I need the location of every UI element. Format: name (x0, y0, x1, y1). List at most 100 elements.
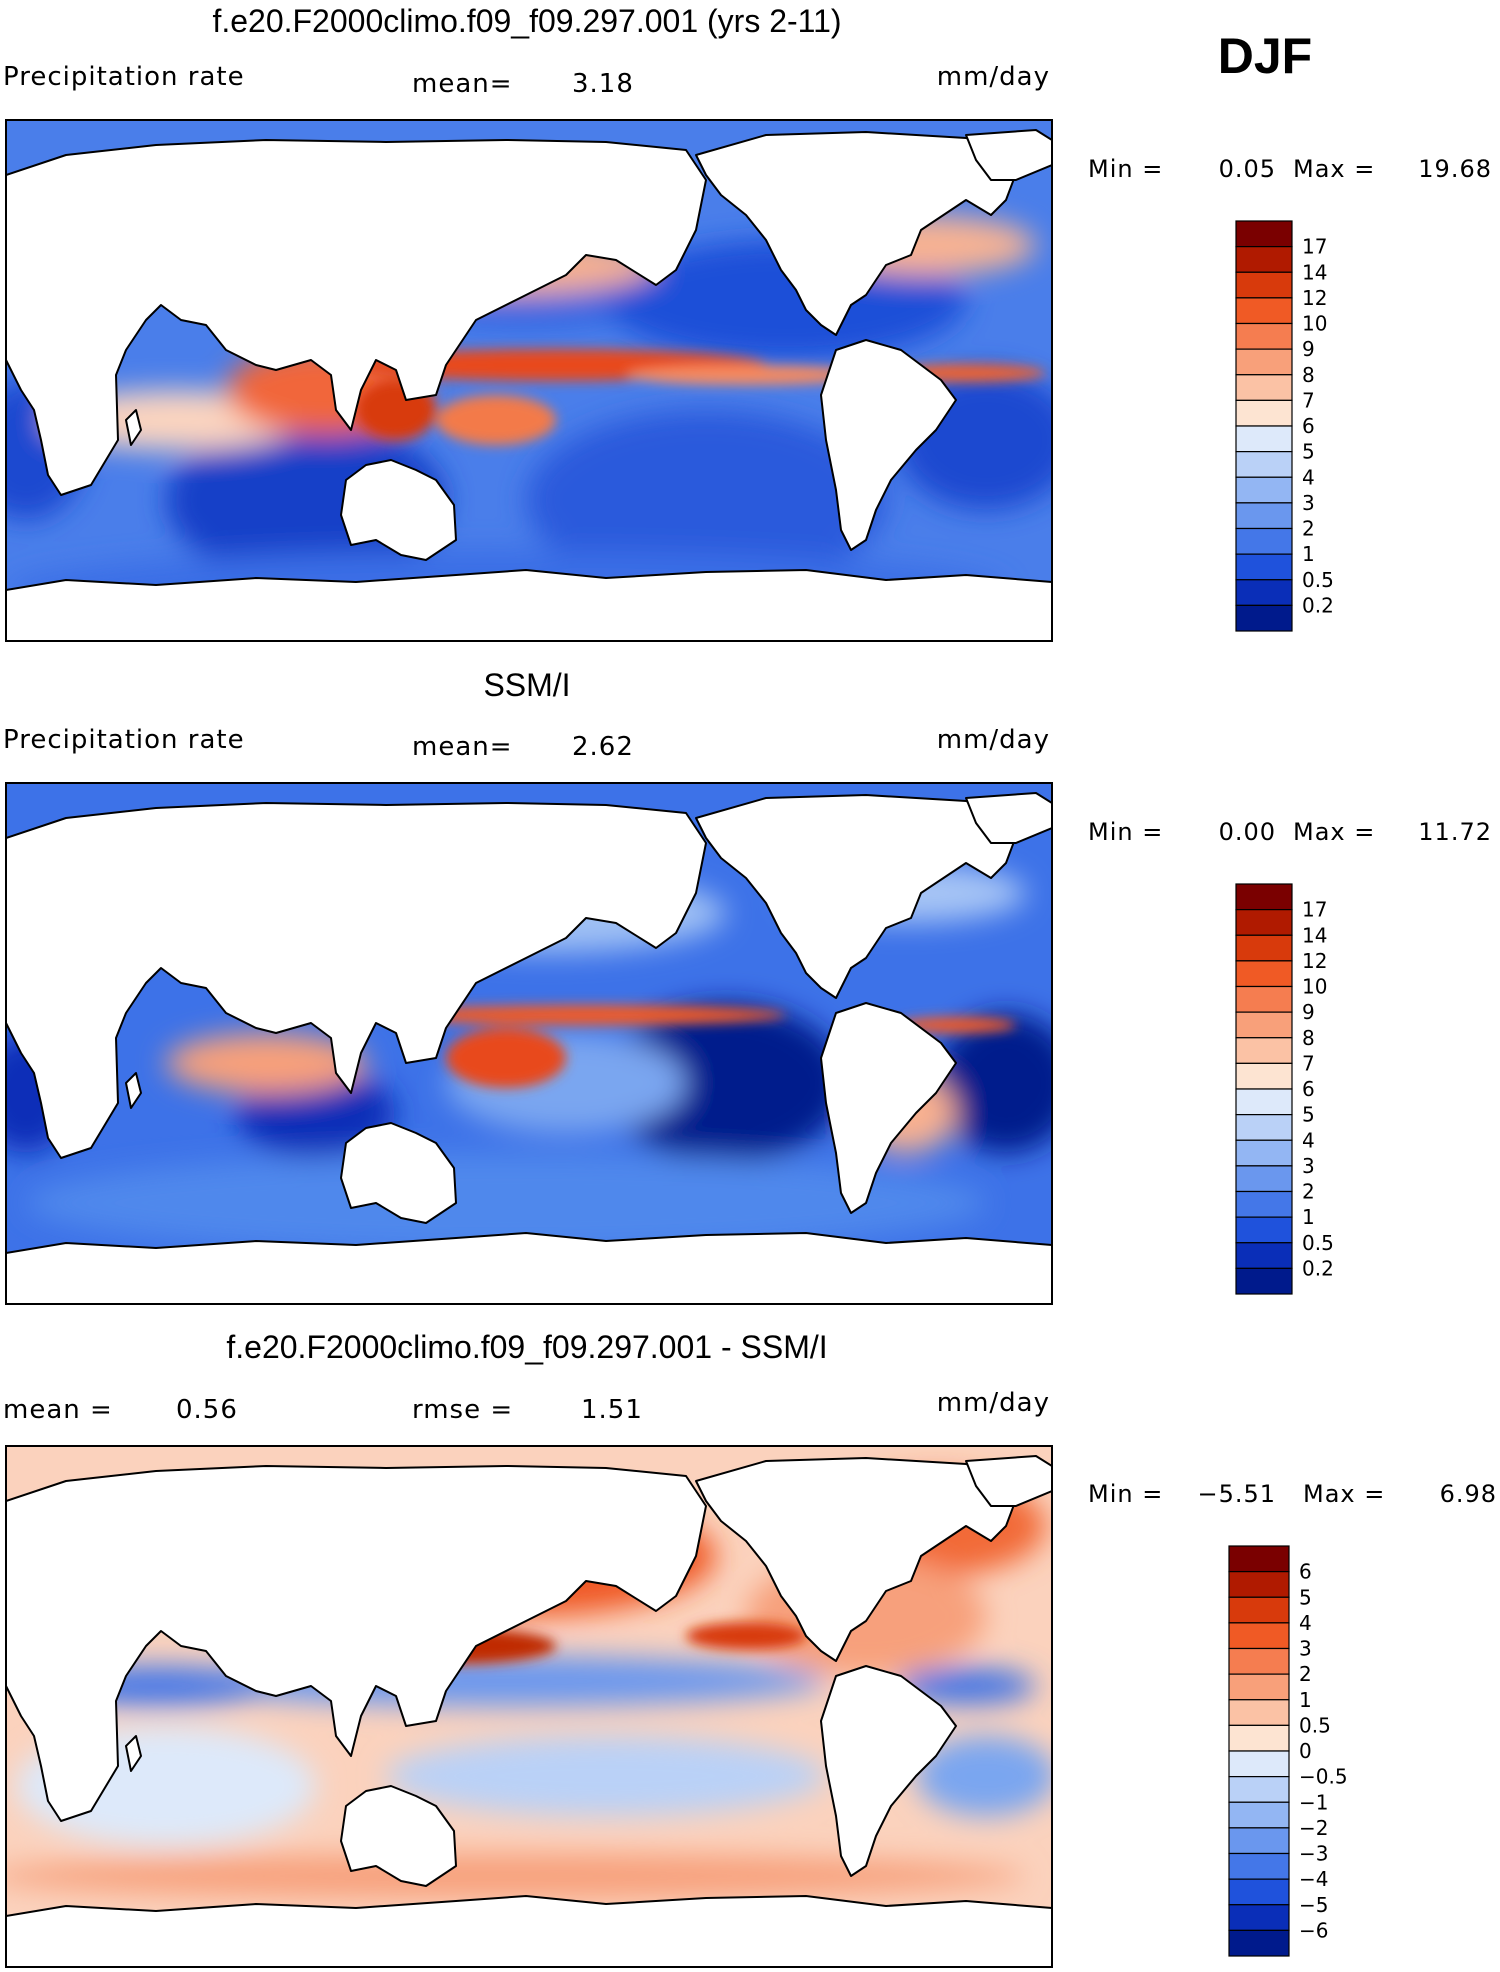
colorbar-swatch (1235, 297, 1293, 325)
mean-label: mean= (412, 732, 513, 762)
colorbar-tick-label: 1 (1302, 1205, 1315, 1229)
colorbar-tick-label: 0.5 (1302, 568, 1334, 592)
colorbar-swatch (1235, 1011, 1293, 1039)
colorbar-swatch (1235, 246, 1293, 273)
variable-label: Precipitation rate (3, 725, 245, 755)
colorbar-tick-label: 17 (1302, 898, 1327, 922)
colorbar-swatch (1228, 1647, 1290, 1675)
colorbar-tick-label: 8 (1302, 363, 1315, 387)
colorbar-swatch (1228, 1750, 1290, 1778)
map-field (5, 119, 1053, 642)
colorbar-swatch (1228, 1827, 1290, 1855)
colorbar-tick-label: 12 (1302, 949, 1327, 973)
colorbar-swatch (1235, 1216, 1293, 1244)
variable-label: Precipitation rate (3, 62, 245, 92)
colorbar-tick-label: 4 (1299, 1611, 1312, 1635)
max-label: Max = (1293, 155, 1375, 183)
colorbar-swatch (1228, 1878, 1290, 1906)
colorbar-tick-label: 4 (1302, 465, 1315, 489)
min-label: Min = (1088, 1480, 1163, 1508)
panel-title: SSM/I (483, 667, 570, 703)
colorbar-swatch (1235, 1165, 1293, 1193)
colorbar-tick-label: 2 (1299, 1662, 1312, 1686)
colorbar-tick-label: −4 (1299, 1867, 1328, 1891)
mean-value: 2.62 (572, 732, 634, 762)
colorbar-swatch (1235, 985, 1293, 1013)
colorbar-swatch (1235, 425, 1293, 453)
colorbar-swatch (1235, 604, 1293, 632)
colorbar-swatch (1235, 348, 1293, 376)
colorbar-tick-label: 3 (1299, 1637, 1312, 1661)
colorbar-tick-label: 5 (1302, 440, 1315, 464)
colorbar-tick-label: 0.5 (1302, 1231, 1334, 1255)
colorbar-tick-label: −1 (1299, 1790, 1328, 1814)
map-field (5, 782, 1053, 1305)
colorbar-tick-label: 7 (1302, 1051, 1315, 1075)
mean-value: 3.18 (572, 69, 634, 99)
colorbar-swatch (1228, 1801, 1290, 1829)
colorbar-tick-label: −3 (1299, 1842, 1328, 1866)
mean-label: mean = (3, 1395, 113, 1425)
colorbar-tick-label: 1 (1299, 1688, 1312, 1712)
colorbar-swatch (1235, 934, 1293, 962)
colorbar-swatch (1228, 1673, 1290, 1701)
panel-observation: SSM/I Precipitation rate mean= 2.62 mm/d… (3, 667, 1492, 1305)
colorbar-swatch (1228, 1852, 1290, 1880)
colorbar-tick-label: −2 (1299, 1816, 1328, 1840)
colorbar-swatch (1235, 374, 1293, 401)
colorbar-swatch (1228, 1571, 1290, 1598)
colorbar-tick-label: −5 (1299, 1893, 1328, 1917)
colorbar-tick-label: 0.2 (1302, 1256, 1334, 1280)
colorbar-swatch (1235, 909, 1293, 936)
min-label: Min = (1088, 818, 1163, 846)
colorbar-tick-label: 12 (1302, 286, 1327, 310)
colorbar-swatch (1235, 322, 1293, 350)
max-value: 11.72 (1418, 818, 1492, 846)
colorbar-swatch (1235, 960, 1293, 988)
colorbar-swatch (1235, 1114, 1293, 1141)
rmse-value: 1.51 (581, 1395, 643, 1425)
colorbar-tick-label: 0.5 (1299, 1713, 1331, 1737)
min-value: 0.00 (1219, 818, 1276, 846)
max-value: 6.98 (1440, 1480, 1497, 1508)
colorbar-tick-label: 6 (1299, 1560, 1312, 1584)
panel-difference: f.e20.F2000climo.f09_f09.297.001 - SSM/I… (3, 1329, 1497, 1968)
panel-title: f.e20.F2000climo.f09_f09.297.001 (yrs 2-… (212, 3, 841, 39)
colorbar-swatch (1235, 502, 1293, 530)
units-label: mm/day (937, 62, 1050, 92)
colorbar-swatch (1228, 1545, 1290, 1573)
panel-model: f.e20.F2000climo.f09_f09.297.001 (yrs 2-… (3, 3, 1491, 642)
colorbar-tick-label: −0.5 (1299, 1765, 1348, 1789)
min-label: Min = (1088, 155, 1163, 183)
colorbar-swatch (1235, 399, 1293, 427)
max-label: Max = (1303, 1480, 1385, 1508)
colorbar-tick-label: 1 (1302, 542, 1315, 566)
units-label: mm/day (937, 1388, 1050, 1418)
colorbar-swatch (1228, 1776, 1290, 1803)
colorbar-tick-label: 0 (1299, 1739, 1312, 1763)
colorbar-swatch (1228, 1699, 1290, 1726)
colorbar-tick-label: 17 (1302, 235, 1327, 259)
colorbar-swatch (1235, 1242, 1293, 1269)
colorbar-tick-label: 4 (1302, 1128, 1315, 1152)
colorbar-swatch (1235, 883, 1293, 911)
min-value: −5.51 (1197, 1480, 1276, 1508)
max-label: Max = (1293, 818, 1375, 846)
colorbar-swatch (1235, 1190, 1293, 1218)
colorbar-swatch (1228, 1724, 1290, 1752)
colorbar-swatch (1228, 1622, 1290, 1650)
colorbar-tick-label: 14 (1302, 260, 1327, 284)
rmse-label: rmse = (412, 1395, 513, 1425)
colorbar-tick-label: 6 (1302, 414, 1315, 438)
colorbar-swatch (1235, 220, 1293, 248)
mean-value: 0.56 (176, 1395, 238, 1425)
colorbar-tick-label: 2 (1302, 1180, 1315, 1204)
colorbar-tick-label: 10 (1302, 975, 1327, 999)
colorbar-swatch (1235, 271, 1293, 299)
colorbar-tick-label: −6 (1299, 1918, 1328, 1942)
colorbar-tick-label: 9 (1302, 337, 1315, 361)
colorbar-tick-label: 0.2 (1302, 593, 1334, 617)
